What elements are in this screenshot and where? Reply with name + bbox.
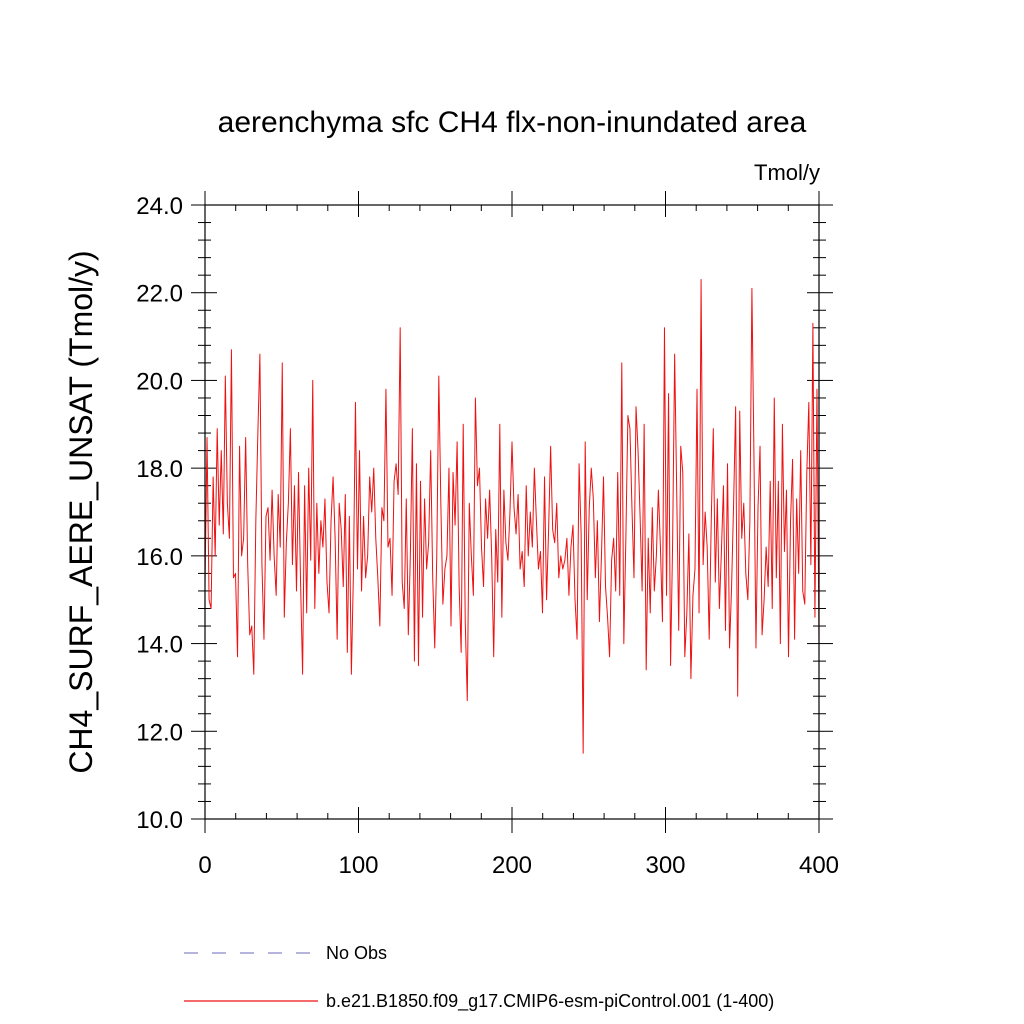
chart-title: aerenchyma sfc CH4 flx-non-inundated are… xyxy=(218,106,807,139)
y-axis-label: CH4_SURF_AERE_UNSAT (Tmol/y) xyxy=(63,250,99,773)
x-tick-label: 300 xyxy=(645,852,685,879)
data-series xyxy=(204,279,820,754)
y-tick-label: 22.0 xyxy=(136,281,183,308)
y-tick-label: 18.0 xyxy=(136,456,183,483)
y-tick-label: 14.0 xyxy=(136,632,183,659)
plot-frame xyxy=(204,204,820,820)
x-tick-label: 0 xyxy=(198,852,211,879)
legend: No Obs b.e21.B1850.f09_g17.CMIP6-esm-piC… xyxy=(184,943,774,1012)
x-tick-label: 400 xyxy=(799,852,839,879)
y-tick-label: 20.0 xyxy=(136,368,183,395)
legend-label-obs: No Obs xyxy=(326,943,387,963)
y-tick-label: 16.0 xyxy=(136,544,183,571)
y-tick-label: 24.0 xyxy=(136,193,183,220)
y-tick-label: 12.0 xyxy=(136,719,183,746)
legend-label-model: b.e21.B1850.f09_g17.CMIP6-esm-piControl.… xyxy=(326,991,774,1012)
y-tick-label: 10.0 xyxy=(136,807,183,834)
series-line xyxy=(204,279,820,754)
x-tick-label: 200 xyxy=(492,852,532,879)
units-label: Tmol/y xyxy=(754,160,820,185)
x-tick-label: 100 xyxy=(338,852,378,879)
